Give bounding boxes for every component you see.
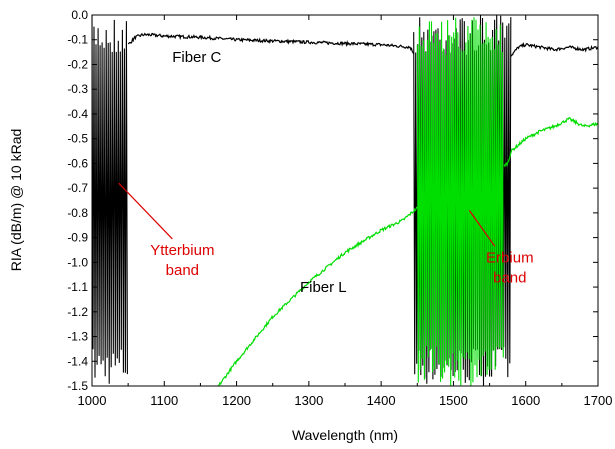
y-tick-label: -0.3: [67, 82, 88, 96]
y-tick-label: -1.1: [67, 280, 88, 294]
x-tick-label: 1100: [150, 393, 178, 408]
x-tick-label: 1400: [367, 393, 396, 408]
annotation-label: Fiber L: [300, 279, 347, 296]
series-line: [217, 116, 599, 387]
annotation-label: Erbium: [486, 249, 534, 266]
y-tick-label: -1.2: [67, 305, 88, 319]
x-axis-label: Wavelength (nm): [292, 427, 398, 443]
x-tick-label: 1700: [584, 393, 613, 408]
annotation-arrow: [468, 210, 496, 247]
annotation-label-line2: band: [493, 269, 526, 286]
y-tick-label: -1.4: [67, 354, 88, 368]
series-noise-burst: [91, 14, 128, 384]
y-tick-label: -1.5: [67, 379, 88, 393]
series-fiber-l: [217, 17, 599, 387]
annotation-label: Ytterbium: [150, 242, 214, 259]
y-tick-label: -0.2: [67, 57, 88, 71]
y-tick-label: -0.5: [67, 132, 88, 146]
series-noise-burst: [416, 17, 504, 387]
y-tick-label: -0.6: [67, 156, 88, 170]
x-tick-label: 1500: [439, 393, 468, 408]
y-tick-label: -0.8: [67, 206, 88, 220]
annotation-label: Fiber C: [172, 49, 221, 66]
x-tick-label: 1000: [78, 393, 107, 408]
y-tick-label: -1.3: [67, 330, 88, 344]
y-tick-label: -0.4: [67, 107, 88, 121]
series-line: [127, 32, 599, 57]
y-tick-label: -1.0: [67, 255, 88, 269]
y-tick-label: -0.9: [67, 231, 88, 245]
annotation-label-line2: band: [166, 262, 199, 279]
y-tick-label: -0.1: [67, 33, 88, 47]
x-tick-label: 1600: [511, 393, 540, 408]
y-tick-label: -0.7: [67, 181, 88, 195]
x-tick-label: 1300: [294, 393, 323, 408]
y-axis-label: RIA (dB/m) @ 10 kRad: [8, 129, 24, 272]
y-tick-label: 0.0: [71, 8, 88, 22]
x-tick-label: 1200: [222, 393, 251, 408]
annotation-arrow: [118, 182, 173, 240]
plot-frame: [91, 14, 599, 387]
series-fiber-c: [91, 14, 599, 386]
